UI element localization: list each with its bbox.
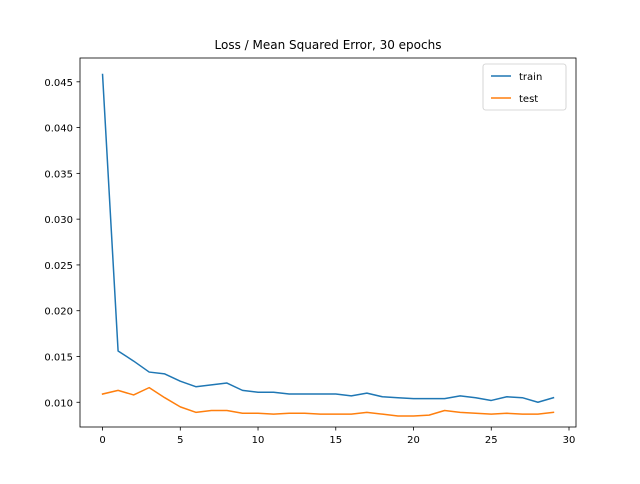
chart-title: Loss / Mean Squared Error, 30 epochs (215, 38, 442, 52)
y-tick-label: 0.020 (44, 307, 73, 318)
legend-label-test: test (519, 94, 538, 105)
x-tick-label: 10 (252, 435, 265, 446)
plot-lines (101, 73, 555, 417)
y-tick-label: 0.030 (44, 215, 73, 226)
y-tick-label: 0.035 (44, 169, 73, 180)
x-tick-label: 5 (177, 435, 183, 446)
legend: train test (482, 63, 567, 111)
x-tick-label: 15 (329, 435, 342, 446)
x-tick-label: 30 (563, 435, 576, 446)
legend-label-train: train (519, 72, 542, 83)
y-tick-label: 0.040 (44, 124, 73, 135)
x-axis: 0 5 10 15 20 25 30 (99, 427, 575, 446)
series-line-test (101, 386, 555, 417)
y-tick-label: 0.045 (44, 78, 73, 89)
plot-frame (79, 57, 577, 428)
x-tick-label: 0 (99, 435, 105, 446)
y-axis: 0.010 0.015 0.020 0.025 0.030 0.035 0.040 0.045 (44, 78, 80, 409)
x-tick-label: 25 (485, 435, 498, 446)
series-line-train (101, 73, 555, 404)
y-tick-label: 0.025 (44, 261, 73, 272)
y-tick-label: 0.015 (44, 352, 73, 363)
y-tick-label: 0.010 (44, 398, 73, 409)
x-tick-label: 20 (407, 435, 420, 446)
